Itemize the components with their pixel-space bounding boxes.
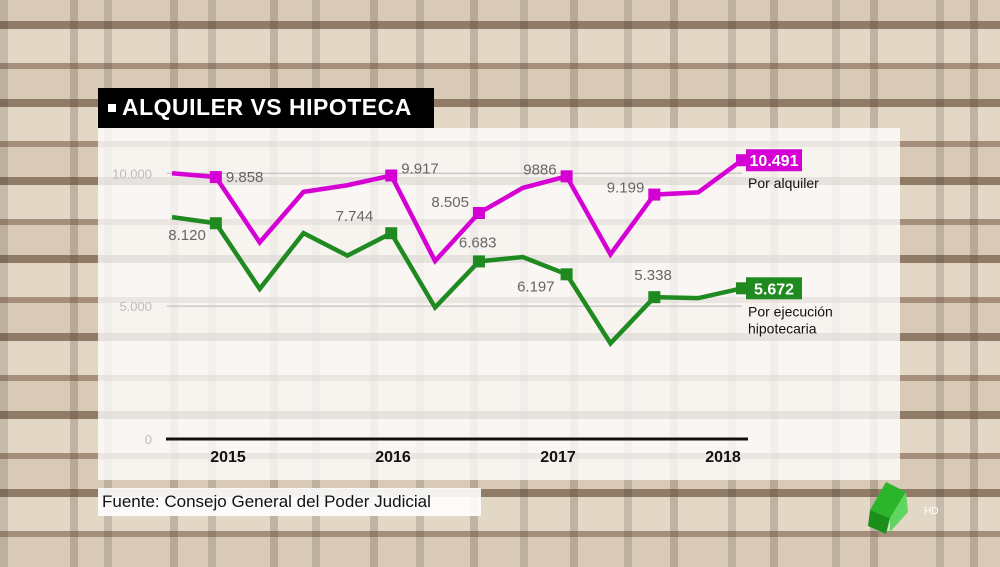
chart-title: ALQUILER VS HIPOTECA	[122, 94, 412, 120]
data-label: 9.199	[607, 180, 645, 197]
data-label: 8.120	[168, 227, 206, 244]
data-marker	[736, 154, 748, 167]
x-tick-label: 2015	[210, 449, 246, 466]
end-value-box	[746, 277, 802, 300]
y-tick-label: 5.000	[119, 299, 152, 314]
x-tick-label: 2016	[375, 449, 411, 466]
end-value-label: 10.491	[750, 153, 799, 170]
data-label: 9.858	[226, 169, 264, 186]
title-square-bullet	[108, 104, 116, 112]
data-label: 9.917	[401, 160, 439, 177]
data-marker	[472, 207, 485, 220]
data-marker	[560, 268, 573, 281]
data-label: 8.505	[431, 194, 469, 211]
data-marker	[648, 291, 661, 304]
y-tick-label: 0	[145, 432, 152, 447]
legend-label: Por alquiler	[748, 175, 819, 191]
data-label: 5.338	[634, 267, 672, 284]
chart-panel	[98, 128, 900, 480]
x-tick-label: 2018	[705, 449, 741, 466]
y-tick-label: 10.000	[112, 166, 152, 181]
data-marker	[385, 169, 398, 182]
x-tick-label: 2017	[540, 449, 576, 466]
data-marker	[560, 170, 573, 183]
legend-label: hipotecaria	[748, 320, 817, 336]
data-label: 6.197	[517, 278, 555, 295]
title-bar: ALQUILER VS HIPOTECA	[98, 88, 434, 128]
data-marker	[736, 282, 748, 295]
source-text: Fuente: Consejo General del Poder Judici…	[102, 492, 431, 511]
data-marker	[648, 188, 661, 201]
data-marker	[209, 217, 222, 230]
data-marker	[209, 171, 222, 184]
end-value-label: 5.672	[754, 281, 794, 298]
source-box: Fuente: Consejo General del Poder Judici…	[98, 488, 481, 516]
data-label: 6.683	[459, 234, 497, 251]
end-value-box	[746, 149, 802, 172]
data-marker	[472, 255, 485, 268]
lasexta-logo-icon: HD	[868, 482, 938, 534]
logo-text: HD	[924, 506, 938, 517]
data-marker	[385, 227, 398, 240]
legend-label: Por ejecución	[748, 303, 833, 319]
data-label: 7.744	[336, 208, 374, 225]
data-label: 9886	[523, 161, 556, 178]
series-line-hipoteca	[171, 214, 743, 347]
series-line-alquiler	[171, 158, 744, 265]
